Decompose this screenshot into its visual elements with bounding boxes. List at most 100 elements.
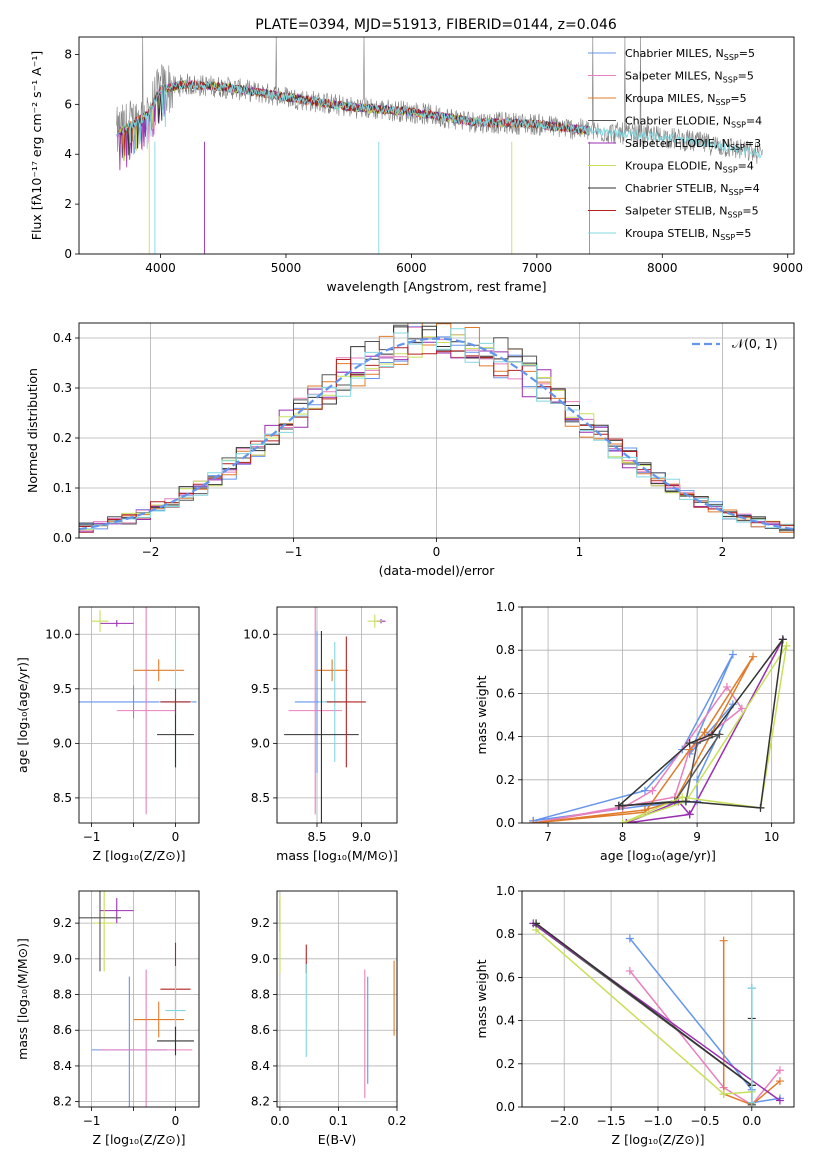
spectrum-xtick-label: 4000 bbox=[145, 261, 176, 275]
figure-title: PLATE=0394, MJD=51913, FIBERID=0144, z=0… bbox=[255, 17, 617, 33]
weight-vs-z-ytick-label: 0.8 bbox=[496, 927, 515, 941]
age-vs-mass-frame bbox=[276, 606, 398, 824]
weight-vs-age-point-marker bbox=[678, 793, 687, 802]
spectrum-axes: 4000 5000 6000 7000 8000 9000 0 2 4 6 8 wavelength … bbox=[29, 47, 803, 294]
weight-vs-age-point-marker bbox=[737, 704, 746, 713]
spectrum-lines bbox=[116, 37, 763, 254]
weight-vs-age-point-marker bbox=[685, 739, 694, 748]
weight-vs-z-ytick-label: 0.0 bbox=[496, 1100, 515, 1114]
weight-vs-age-ytick-label: 1.0 bbox=[496, 600, 515, 614]
weight-vs-z-point-marker bbox=[719, 1090, 728, 1099]
mass-vs-z-xlabel: Z [log₁₀(Z/Z⊙)] bbox=[93, 1132, 186, 1147]
age-vs-z-errorbar-point bbox=[99, 620, 134, 627]
spectrum-frame bbox=[78, 36, 795, 255]
weight-vs-age-series-line bbox=[626, 639, 784, 823]
mass-vs-z-errorbar-point bbox=[157, 1026, 194, 1056]
age-vs-mass-ytick-label: 10.0 bbox=[243, 627, 270, 641]
weight-vs-z-point-marker bbox=[747, 1098, 756, 1107]
age-vs-mass-axes: 8.5 9.0 8.5 9.0 9.5 10.0 mass [log₁₀(M/M⊙)] bbox=[243, 607, 398, 863]
spectrum-ylabel: Flux [fλ10⁻¹⁷ erg cm⁻² s⁻¹ A⁻¹] bbox=[29, 51, 44, 240]
weight-vs-age-series-line bbox=[622, 645, 788, 823]
weight-vs-z-xlabel: Z [log₁₀(Z/Z⊙)] bbox=[612, 1132, 705, 1147]
weight-vs-z-point-marker bbox=[775, 1066, 784, 1075]
weight-vs-z-point-marker bbox=[775, 1096, 784, 1105]
mass-vs-z-errorbar-point bbox=[133, 1001, 184, 1038]
mass-vs-z-ytick-label: 8.8 bbox=[53, 988, 72, 1002]
residuals-xtick-label: 0 bbox=[433, 545, 441, 559]
spectrum-xtick-label: 7000 bbox=[522, 261, 553, 275]
spectrum-ytick-label: 6 bbox=[64, 97, 72, 111]
weight-vs-age-xtick-label: 10 bbox=[764, 830, 779, 844]
weight-vs-z-ytick-label: 0.2 bbox=[496, 1057, 515, 1071]
mass-vs-z-points bbox=[79, 891, 194, 1107]
spectrum-xtick-label: 6000 bbox=[396, 261, 427, 275]
weight-vs-z-point-marker bbox=[532, 919, 541, 928]
mass-vs-ebv-ytick-label: 9.0 bbox=[251, 952, 270, 966]
weight-vs-z-ytick-label: 0.6 bbox=[496, 970, 515, 984]
weight-vs-z-xtick-label: −1.0 bbox=[643, 1114, 672, 1128]
age-vs-z-xtick-label: −1 bbox=[83, 830, 101, 844]
mass-vs-z-xtick-label: 0 bbox=[172, 1114, 180, 1128]
weight-vs-age-series-line bbox=[533, 654, 734, 822]
weight-vs-z-point-marker bbox=[719, 936, 728, 945]
weight-vs-age-point-marker bbox=[622, 819, 631, 823]
weight-vs-z-xtick-label: −1.5 bbox=[597, 1114, 626, 1128]
residuals-xtick-label: −2 bbox=[142, 545, 160, 559]
weight-vs-z-series-line bbox=[722, 940, 781, 1106]
weight-vs-age-point-marker bbox=[648, 786, 657, 795]
mass-vs-ebv-xtick-label: 0.2 bbox=[387, 1114, 406, 1128]
mass-vs-z-errorbar-point bbox=[99, 898, 134, 924]
weight-vs-age-ytick-label: 0.2 bbox=[496, 773, 515, 787]
age-vs-z-frame bbox=[78, 606, 200, 824]
age-vs-mass-errorbar-point bbox=[326, 636, 366, 768]
age-vs-z-xtick-label: 0 bbox=[172, 830, 180, 844]
weight-vs-age-ytick-label: 0.4 bbox=[496, 730, 515, 744]
mass-vs-z-frame bbox=[78, 890, 200, 1108]
mass-vs-ebv-xlabel: E(B-V) bbox=[318, 1132, 357, 1147]
mass-vs-z-ytick-label: 9.0 bbox=[53, 952, 72, 966]
residuals-normal-curve bbox=[79, 337, 794, 531]
spectrum-legend-label: Salpeter STELIB, NSSP=5 bbox=[625, 205, 759, 220]
weight-vs-age-lines bbox=[529, 635, 791, 823]
mass-vs-ebv-axes: 0.0 0.1 0.2 8.2 8.4 8.6 8.8 9.0 9.2 E(B-V) bbox=[251, 891, 407, 1147]
age-vs-mass-errorbar-point bbox=[288, 607, 342, 815]
mass-vs-ebv-frame bbox=[276, 890, 398, 1108]
mass-vs-ebv-ytick-label: 9.2 bbox=[251, 916, 270, 930]
spectrum-ytick-label: 2 bbox=[64, 197, 72, 211]
weight-vs-z-series-line bbox=[535, 929, 752, 1095]
residuals-xtick-label: −1 bbox=[285, 545, 303, 559]
mass-vs-z-ytick-label: 8.4 bbox=[53, 1059, 72, 1073]
weight-vs-age-series-line bbox=[533, 656, 754, 823]
age-vs-z-errorbar-point bbox=[133, 659, 184, 682]
spectrum-legend-label: Chabrier STELIB, NSSP=4 bbox=[625, 182, 760, 197]
age-vs-mass-points bbox=[284, 607, 386, 823]
spectrum-legend-label: Salpeter MILES, NSSP=5 bbox=[625, 70, 754, 85]
residuals-histogram-step bbox=[79, 328, 794, 530]
weight-vs-z-point-marker bbox=[747, 984, 756, 993]
spectrum-legend-label: Kroupa STELIB, NSSP=5 bbox=[625, 227, 751, 242]
mass-vs-z-ylabel: mass [log₁₀(M/M⊙)] bbox=[15, 938, 30, 1060]
weight-vs-z-ytick-label: 1.0 bbox=[496, 884, 515, 898]
weight-vs-z-ytick-label: 0.4 bbox=[496, 1014, 515, 1028]
residuals-histogram-step bbox=[79, 347, 794, 527]
weight-vs-z-ylabel: mass weight bbox=[474, 959, 489, 1038]
residuals-steps bbox=[79, 323, 794, 533]
weight-vs-age-point-marker bbox=[728, 650, 737, 659]
weight-vs-z-axes: −2.0 −1.5 −1.0 −0.5 0.0 0.0 0.2 0.4 0.6 0.8 1.0 Z [… bbox=[474, 884, 794, 1147]
age-vs-z-ytick-label: 9.5 bbox=[53, 682, 72, 696]
weight-vs-age-xlabel: age [log₁₀(age/yr)] bbox=[600, 848, 716, 863]
weight-vs-age-point-marker bbox=[529, 819, 538, 823]
weight-vs-age-point-marker bbox=[640, 786, 649, 795]
age-vs-z-xlabel: Z [log₁₀(Z/Z⊙)] bbox=[93, 848, 186, 863]
spectrum-legend: Chabrier MILES, NSSP=5 Salpeter MILES, NS… bbox=[588, 47, 762, 242]
weight-vs-age-xtick-label: 9 bbox=[693, 830, 701, 844]
spectrum-xtick-label: 8000 bbox=[647, 261, 678, 275]
mass-vs-z-xtick-label: −1 bbox=[83, 1114, 101, 1128]
weight-vs-age-point-marker bbox=[778, 635, 787, 644]
mass-vs-ebv-ytick-label: 8.4 bbox=[251, 1059, 270, 1073]
weight-vs-z-point-marker bbox=[625, 934, 634, 943]
age-vs-mass-xtick-label: 8.5 bbox=[307, 830, 326, 844]
age-vs-z-ytick-label: 8.5 bbox=[53, 791, 72, 805]
mass-vs-z-ytick-label: 8.6 bbox=[53, 1023, 72, 1037]
